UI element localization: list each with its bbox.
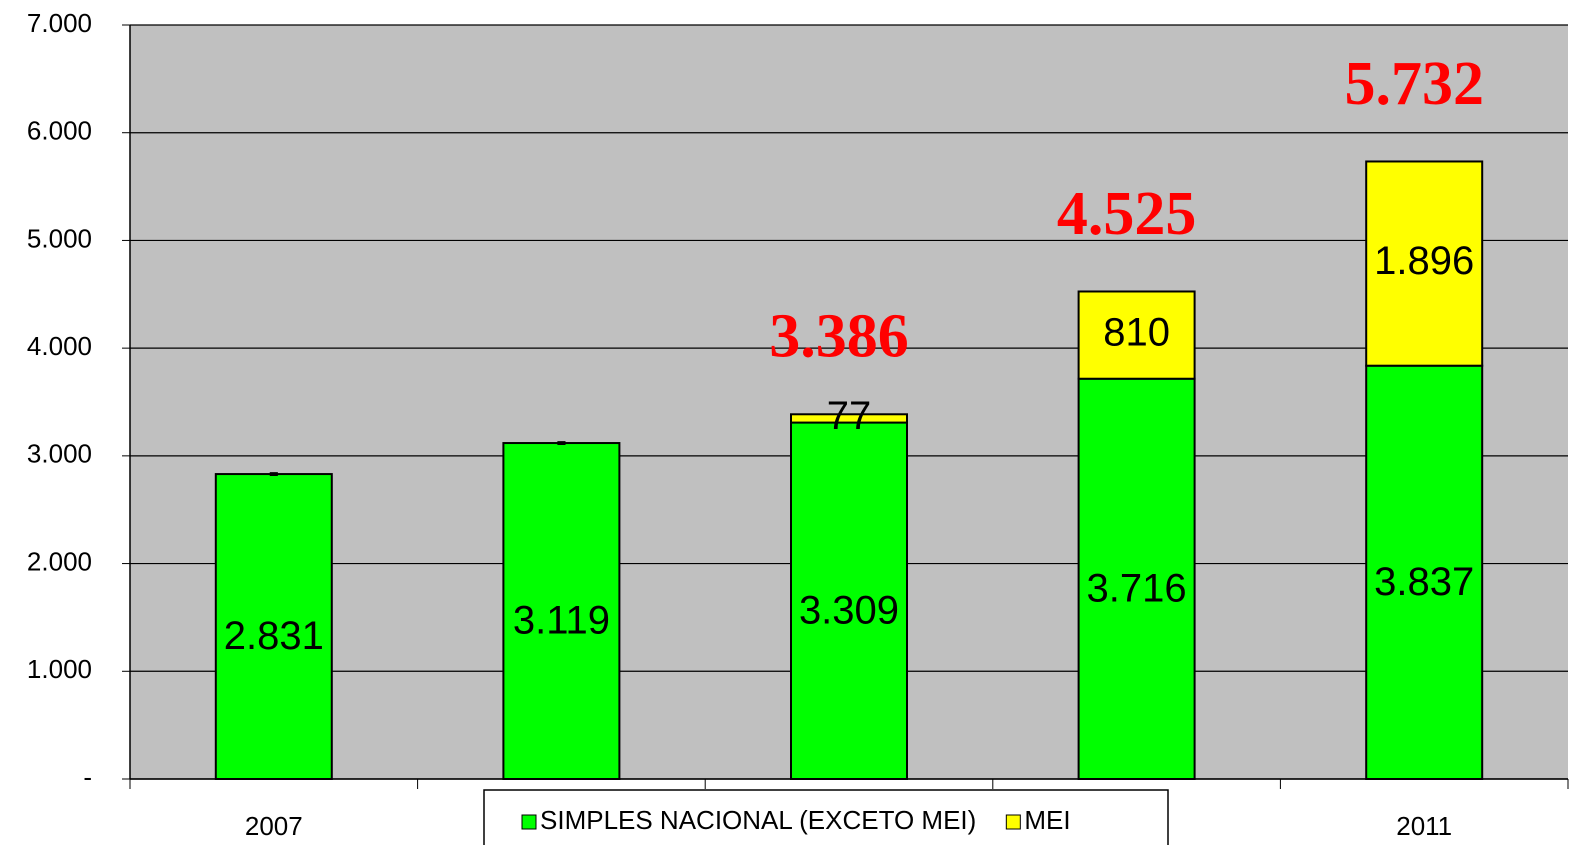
bar-segment (790, 413, 908, 424)
data-label: 77 (827, 394, 872, 438)
bar-segment (1077, 290, 1196, 380)
data-label: 3.119 (513, 599, 610, 643)
bar-segment (1365, 364, 1484, 780)
data-label: - (556, 422, 567, 458)
y-tick-label: 7.000 (27, 8, 92, 38)
data-label: 3.716 (1087, 566, 1187, 610)
y-tick-label: 4.000 (27, 331, 92, 361)
legend-label: SIMPLES NACIONAL (EXCETO MEI) (540, 805, 976, 835)
legend-swatch (1005, 814, 1021, 830)
bar-segment (1077, 377, 1196, 780)
data-label: 3.837 (1374, 560, 1474, 604)
x-tick-label: 2007 (245, 811, 303, 841)
data-label: 2.831 (224, 614, 324, 658)
data-label: 3.309 (799, 588, 899, 632)
legend: SIMPLES NACIONAL (EXCETO MEI) MEI (483, 789, 1169, 845)
total-label: 4.525 (1057, 180, 1197, 248)
total-label: 5.732 (1344, 50, 1484, 118)
legend-label: MEI (1024, 805, 1070, 835)
legend-swatch (521, 814, 537, 830)
y-tick-label: - (83, 762, 92, 792)
y-tick-label: 5.000 (27, 223, 92, 253)
y-tick-label: 3.000 (27, 439, 92, 469)
bar-segment (502, 442, 621, 780)
y-tick-label: 1.000 (27, 654, 92, 684)
total-label: 3.386 (769, 303, 909, 371)
bar-segment (1365, 160, 1484, 367)
y-tick-label: 2.000 (27, 546, 92, 576)
data-label: 810 (1103, 311, 1170, 355)
data-label: - (268, 454, 279, 490)
bar-segment (790, 421, 908, 780)
data-label: 1.896 (1374, 239, 1474, 283)
y-tick-label: 6.000 (27, 116, 92, 146)
legend-box (483, 789, 1169, 845)
x-tick-label: 2011 (1396, 811, 1452, 841)
bar-segment (214, 473, 333, 780)
